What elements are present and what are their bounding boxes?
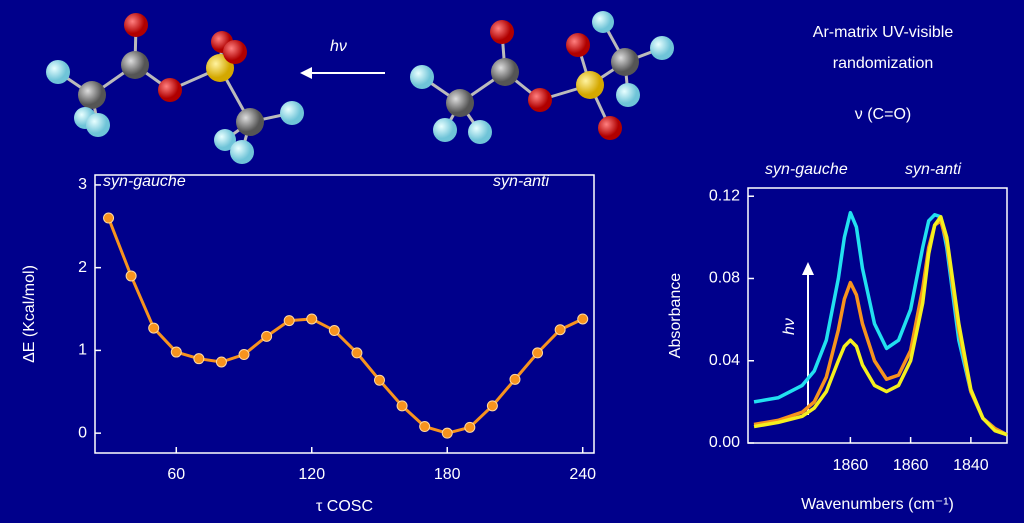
y-axis-title: Absorbance bbox=[667, 273, 684, 358]
data-point bbox=[215, 356, 227, 368]
x-axis-title: τ COSC bbox=[316, 498, 373, 515]
x-tick-label: 1840 bbox=[953, 457, 989, 474]
plot-frame bbox=[94, 174, 595, 454]
x-tick-label: 240 bbox=[569, 466, 596, 483]
y-tick-label: 0.00 bbox=[709, 434, 740, 451]
data-line bbox=[107, 217, 584, 435]
annotation: hν bbox=[781, 318, 798, 335]
data-point bbox=[577, 313, 589, 325]
data-point bbox=[396, 400, 408, 412]
arrows bbox=[300, 67, 814, 415]
y-tick-label: 0.04 bbox=[709, 352, 740, 369]
data-point bbox=[351, 347, 363, 359]
data-point bbox=[238, 349, 250, 361]
data-point bbox=[170, 346, 182, 358]
y-tick-label: 2 bbox=[78, 259, 87, 276]
data-point bbox=[486, 400, 498, 412]
data-point bbox=[328, 325, 340, 337]
data-point bbox=[125, 270, 137, 282]
data-point bbox=[509, 373, 521, 385]
chart-title: Ar-matrix UV-visible bbox=[813, 24, 954, 41]
data-point bbox=[261, 330, 273, 342]
data-point bbox=[441, 427, 453, 439]
x-tick-label: 1860 bbox=[893, 457, 929, 474]
data-point bbox=[373, 374, 385, 386]
y-tick-label: 0.12 bbox=[709, 187, 740, 204]
data-point bbox=[464, 421, 476, 433]
data-point bbox=[532, 347, 544, 359]
y-tick-label: 0 bbox=[78, 424, 87, 441]
annotation: syn-gauche bbox=[765, 161, 848, 178]
x-tick-label: 120 bbox=[298, 466, 325, 483]
x-tick-label: 60 bbox=[167, 466, 185, 483]
data-point bbox=[193, 353, 205, 365]
y-tick-label: 1 bbox=[78, 342, 87, 359]
plot-frame bbox=[747, 187, 1008, 444]
data-point bbox=[306, 313, 318, 325]
annotation: syn-anti bbox=[905, 161, 961, 178]
x-axis-title: Wavenumbers (cm⁻¹) bbox=[801, 496, 954, 513]
y-axis-title: ΔE (Kcal/mol) bbox=[21, 265, 38, 363]
data-point bbox=[554, 324, 566, 336]
data-line bbox=[753, 215, 1008, 437]
annotation: syn-anti bbox=[493, 173, 549, 190]
molecule-syn-gauche bbox=[46, 13, 304, 164]
chart-title: randomization bbox=[833, 55, 934, 72]
data-point bbox=[283, 315, 295, 327]
data-point bbox=[419, 421, 431, 433]
annotation: syn-gauche bbox=[103, 173, 186, 190]
annotation: hν bbox=[330, 38, 347, 55]
data-point bbox=[148, 322, 160, 334]
data-point bbox=[103, 212, 115, 224]
molecule-syn-anti bbox=[410, 11, 674, 144]
y-tick-label: 3 bbox=[78, 176, 87, 193]
x-tick-label: 180 bbox=[434, 466, 461, 483]
chart-subtitle: ν (C=O) bbox=[855, 106, 911, 123]
y-tick-label: 0.08 bbox=[709, 270, 740, 287]
x-tick-label: 1860 bbox=[833, 457, 869, 474]
